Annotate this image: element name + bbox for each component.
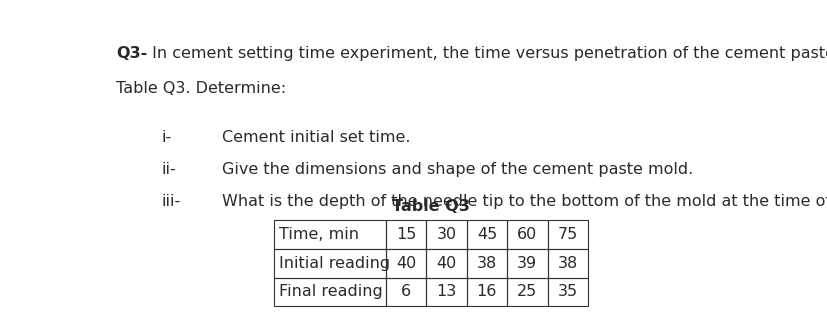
Bar (506, 249, 547, 277)
Bar (547, 220, 587, 249)
Text: 25: 25 (517, 284, 537, 299)
Text: iii-: iii- (161, 194, 180, 209)
Text: 38: 38 (476, 256, 496, 271)
Text: Initial reading: Initial reading (279, 256, 390, 271)
Text: 35: 35 (557, 284, 577, 299)
Text: Q3-: Q3- (116, 46, 147, 61)
Text: 13: 13 (436, 284, 456, 299)
Text: Give the dimensions and shape of the cement paste mold.: Give the dimensions and shape of the cem… (222, 162, 693, 177)
Text: 39: 39 (517, 256, 537, 271)
Bar (426, 249, 466, 277)
Text: ii-: ii- (161, 162, 176, 177)
Text: Table Q3: Table Q3 (391, 199, 469, 214)
Bar (466, 220, 506, 249)
Bar (426, 220, 466, 249)
Text: 38: 38 (557, 256, 577, 271)
Text: Table Q3. Determine:: Table Q3. Determine: (116, 81, 286, 96)
Bar (273, 277, 385, 306)
Text: Cement initial set time.: Cement initial set time. (222, 130, 410, 144)
Bar (547, 277, 587, 306)
Text: Time, min: Time, min (279, 227, 358, 242)
Text: 75: 75 (557, 227, 577, 242)
Bar (273, 249, 385, 277)
Bar (385, 249, 426, 277)
Text: 15: 15 (395, 227, 416, 242)
Bar (506, 277, 547, 306)
Text: 16: 16 (476, 284, 496, 299)
Bar (385, 220, 426, 249)
Bar (547, 249, 587, 277)
Bar (466, 249, 506, 277)
Text: In cement setting time experiment, the time versus penetration of the cement pas: In cement setting time experiment, the t… (147, 46, 827, 61)
Text: i-: i- (161, 130, 171, 144)
Bar (273, 220, 385, 249)
Text: 6: 6 (400, 284, 411, 299)
Text: Final reading: Final reading (279, 284, 382, 299)
Bar (385, 277, 426, 306)
Text: 40: 40 (436, 256, 456, 271)
Bar (466, 277, 506, 306)
Text: 30: 30 (436, 227, 456, 242)
Bar (506, 220, 547, 249)
Text: What is the depth of the needle tip to the bottom of the mold at the time of 30 : What is the depth of the needle tip to t… (222, 194, 827, 209)
Text: 45: 45 (476, 227, 496, 242)
Text: 60: 60 (517, 227, 537, 242)
Text: 40: 40 (395, 256, 416, 271)
Bar (426, 277, 466, 306)
